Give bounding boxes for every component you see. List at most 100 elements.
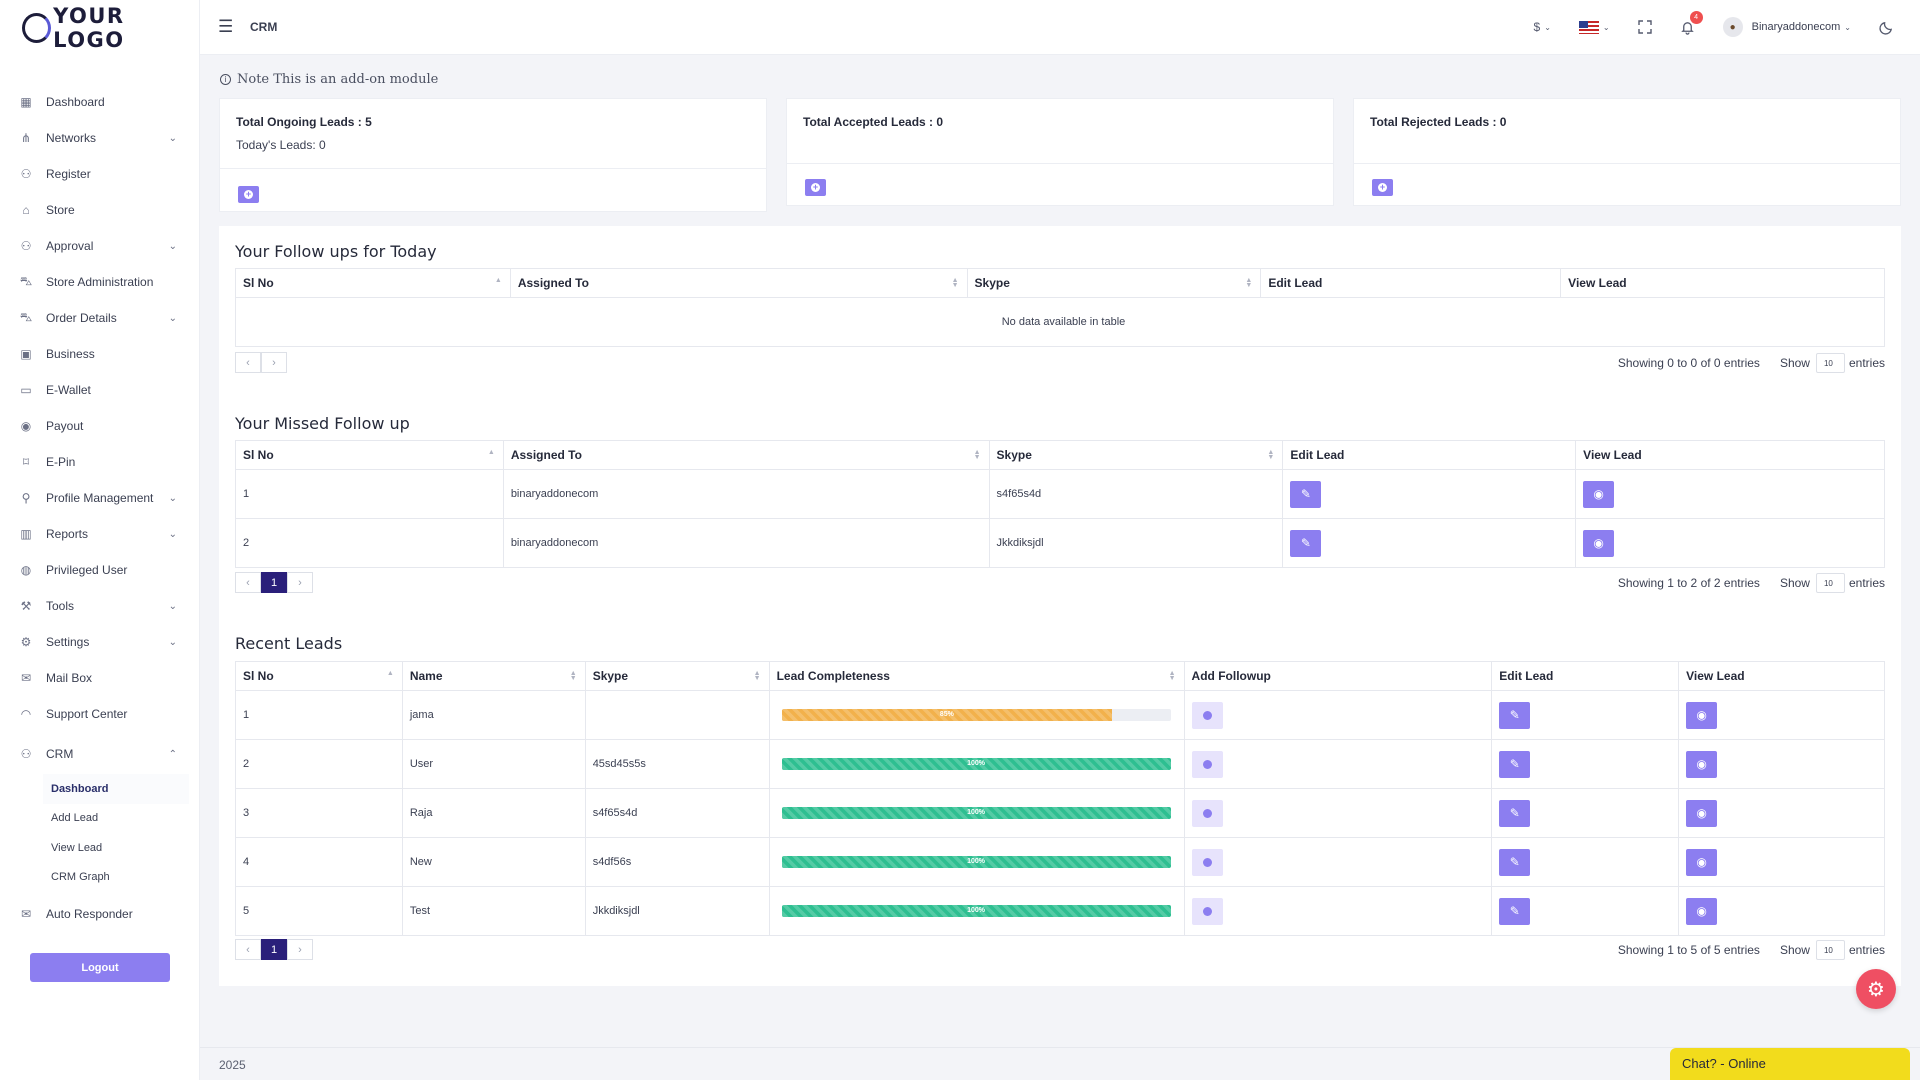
page-size-select[interactable]: 10 [1815,573,1845,593]
footer: 2025 [200,1047,1920,1080]
sidebar-item-reports[interactable]: ▥ Reports ⌄ [0,516,199,552]
sidebar-item-networks[interactable]: ⋔ Networks ⌄ [0,120,199,156]
rejected-more-button[interactable]: + [1372,179,1393,196]
accepted-more-button[interactable]: + [805,179,826,196]
chevron-down-icon: ⌄ [168,240,177,252]
column-header-assigned-to[interactable]: Assigned To ▲ ▼ [509,268,968,298]
sidebar-item-mail-box[interactable]: ✉ Mail Box [0,660,199,696]
edit-icon: ✎ [1509,806,1520,820]
sidebar-item-privileged-user[interactable]: ◍ Privileged User [0,552,199,588]
user-menu[interactable]: ● Binaryaddonecom ⌄ [1722,17,1851,37]
menu-toggle-icon[interactable]: ☰ [218,17,234,36]
next-page-button[interactable]: › [287,572,313,593]
column-header-view-lead[interactable]: View Lead [1575,440,1885,470]
sidebar-item-store-administration[interactable]: ⛍ Store Administration [0,264,199,300]
crm-submenu-item-dashboard[interactable]: Dashboard [43,774,189,804]
cell-name: Test [401,886,586,936]
fullscreen-button[interactable] [1637,20,1652,34]
column-header-sl-no[interactable]: Sl No ▲ [235,268,511,298]
sidebar-item-order-details[interactable]: ⛍ Order Details ⌄ [0,300,199,336]
page-button-1[interactable]: 1 [261,572,287,593]
page-size-select[interactable]: 10 [1815,940,1845,960]
column-header-skype[interactable]: Skype ▲ ▼ [584,661,770,691]
column-header-lead-completeness[interactable]: Lead Completeness ▲ ▼ [768,661,1185,691]
cell-skype: Jkkdiksjdl [584,886,770,936]
user-check-icon: ⚇ [20,239,32,253]
edit-lead-button[interactable]: ✎ [1499,750,1531,778]
cart-icon: ⛍ [19,274,33,288]
column-header-assigned-to[interactable]: Assigned To ▲ ▼ [502,440,990,470]
column-header-edit-lead[interactable]: Edit Lead [1282,440,1577,470]
ongoing-more-button[interactable]: + [238,186,259,203]
plus-circle-icon [1202,857,1212,867]
currency-symbol: $ [1533,20,1541,34]
view-lead-button[interactable]: ◉ [1686,897,1718,925]
column-header-sl-no[interactable]: Sl No ▲ [235,440,504,470]
chevron-down-icon: ⌄ [1544,22,1551,32]
add-followup-button[interactable] [1191,897,1223,925]
notifications-button[interactable]: 4 [1680,10,1703,35]
sidebar-item-profile-management[interactable]: ⚲ Profile Management ⌄ [0,480,199,516]
chat-widget[interactable]: Chat? - Online [1670,1048,1910,1080]
prev-page-button[interactable]: ‹ [235,939,261,960]
sidebar-item-e-pin[interactable]: ⌑ E-Pin [0,444,199,480]
page-button-1[interactable]: 1 [261,939,287,960]
pin-icon: ⌑ [22,455,30,469]
view-lead-button[interactable]: ◉ [1686,750,1718,778]
edit-lead-button[interactable]: ✎ [1499,848,1531,876]
column-header-name[interactable]: Name ▲ ▼ [401,661,586,691]
sidebar-item-dashboard[interactable]: ▦ Dashboard [0,84,199,120]
next-page-button[interactable]: › [261,352,287,373]
add-followup-button[interactable] [1191,750,1223,778]
sidebar-item-tools[interactable]: ⚒ Tools ⌄ [0,588,199,624]
edit-lead-button[interactable]: ✎ [1499,701,1531,729]
plus-circle-icon [1202,759,1212,769]
view-lead-button[interactable]: ◉ [1686,848,1718,876]
view-lead-button[interactable]: ◉ [1686,799,1718,827]
crm-submenu-item-view-lead[interactable]: View Lead [51,841,103,854]
column-header-skype[interactable]: Skype ▲ ▼ [988,440,1284,470]
language-selector[interactable]: ⌄ [1578,20,1610,34]
sidebar-item-support-center[interactable]: ◠ Support Center [0,696,199,732]
prev-page-button[interactable]: ‹ [235,572,261,593]
currency-selector[interactable]: $ ⌄ [1534,20,1551,34]
sidebar-item-e-wallet[interactable]: ▭ E-Wallet [0,372,199,408]
column-header-sl-no[interactable]: Sl No ▲ [235,661,403,691]
column-header-view-lead[interactable]: View Lead [1560,268,1885,298]
table-row: 2 User 45sd45s5s 100% ✎ ◉ [235,739,1885,789]
sidebar-item-payout[interactable]: ◉ Payout [0,408,199,444]
sidebar-item-register[interactable]: ⚇ Register [0,156,199,192]
edit-lead-button[interactable]: ✎ [1499,897,1531,925]
column-header-view-lead[interactable]: View Lead [1678,661,1885,691]
sidebar-item-crm[interactable]: ⚇ CRM ⌃ [0,736,199,772]
sidebar-item-store[interactable]: ⌂ Store [0,192,199,228]
logout-button[interactable]: Logout [30,953,170,982]
column-header-edit-lead[interactable]: Edit Lead [1260,268,1562,298]
crm-submenu-item-add-lead[interactable]: Add Lead [51,812,99,825]
add-followup-button[interactable] [1191,701,1223,729]
edit-lead-button[interactable]: ✎ [1290,480,1322,508]
column-header-add-followup[interactable]: Add Followup [1183,661,1493,691]
prev-page-button[interactable]: ‹ [235,352,261,373]
sidebar-item-auto-responder[interactable]: ✉ Auto Responder [0,896,199,932]
view-lead-button[interactable]: ◉ [1686,701,1718,729]
column-header-edit-lead[interactable]: Edit Lead [1491,661,1680,691]
page-size-select[interactable]: 10 [1815,353,1845,373]
add-followup-button[interactable] [1191,799,1223,827]
edit-lead-button[interactable]: ✎ [1499,799,1531,827]
crm-submenu-item-crm-graph[interactable]: CRM Graph [51,871,110,884]
settings-fab-button[interactable]: ⚙ [1856,969,1896,1009]
dark-mode-toggle[interactable] [1879,20,1894,35]
view-lead-button[interactable]: ◉ [1583,480,1615,508]
sidebar-item-approval[interactable]: ⚇ Approval ⌄ [0,228,199,264]
logo[interactable]: YOUR LOGO [0,0,199,55]
sort-asc-icon: ▲ [487,449,495,456]
sidebar-item-settings[interactable]: ⚙ Settings ⌄ [0,624,199,660]
next-page-button[interactable]: › [287,939,313,960]
view-lead-button[interactable]: ◉ [1583,529,1615,557]
edit-lead-button[interactable]: ✎ [1290,529,1322,557]
column-header-skype[interactable]: Skype ▲ ▼ [966,268,1262,298]
add-followup-button[interactable] [1191,848,1223,876]
sidebar-item-business[interactable]: ▣ Business [0,336,199,372]
cell-edit-lead: ✎ [1491,886,1680,936]
